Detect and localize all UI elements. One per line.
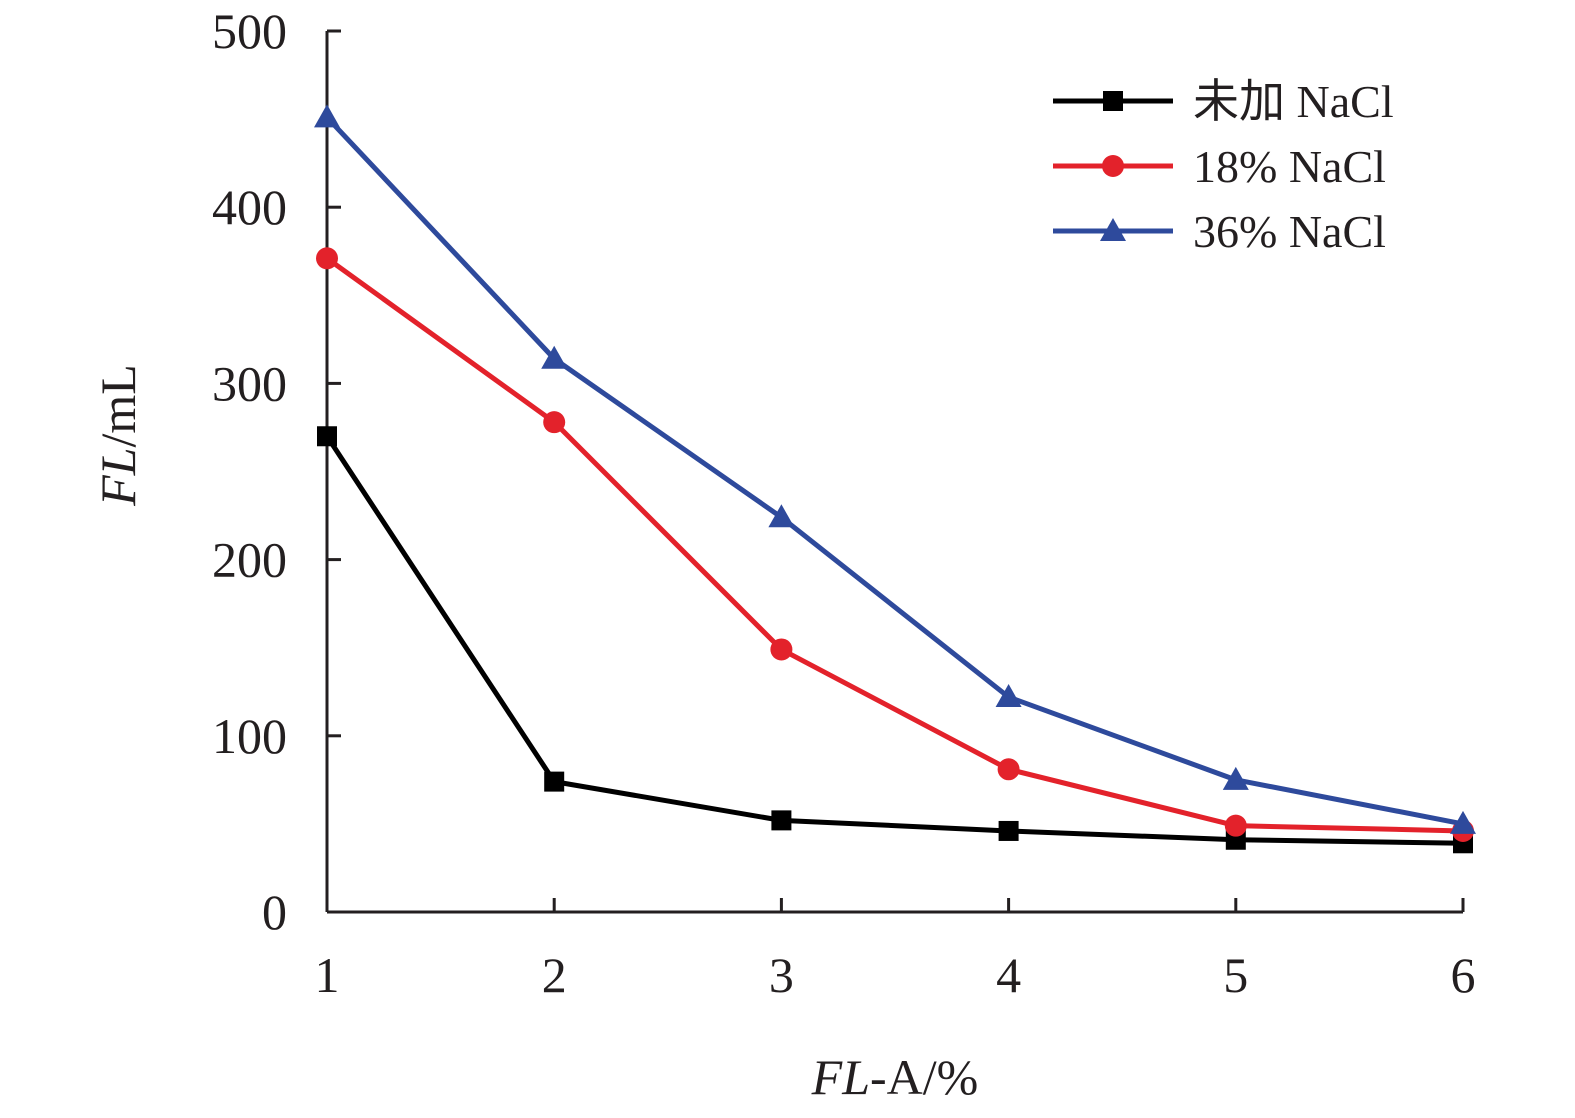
y-axis-title-unit: /mL [90,364,146,447]
data-point [770,638,793,661]
y-tick-label: 300 [212,355,287,411]
axes [325,31,1463,914]
series-line [324,434,1464,846]
legend-marker [1103,91,1123,111]
data-point [316,247,338,270]
data-point [998,820,1019,841]
data-point [768,504,795,528]
data-point [997,758,1020,781]
legend-marker [1100,218,1126,241]
legend-label: 36% NaCl [1193,206,1386,257]
data-point [543,411,566,434]
x-tick-label: 1 [315,947,340,1003]
y-tick-label: 100 [212,708,287,764]
x-tick-label: 5 [1223,947,1248,1003]
series-line [325,256,1464,834]
x-tick-label: 4 [996,947,1021,1003]
series-2 [314,104,1476,834]
legend-label: 18% NaCl [1193,141,1386,192]
series-line [325,115,1464,827]
series-1 [316,247,1474,842]
x-tick-label: 6 [1451,947,1476,1003]
y-axis-title-italic: FL [90,447,146,506]
legend-item: 36% NaCl [1053,206,1386,257]
data-point [1224,814,1247,837]
y-ticks: 0 100 200 300 400 500 [212,3,341,940]
data-point [541,345,568,369]
x-tick-label: 3 [769,947,794,1003]
legend-item: 18% NaCl [1053,141,1386,192]
legend: 未加 NaCl 18% NaCl 36% NaCl [1053,76,1394,257]
data-point [314,104,340,128]
legend-marker [1102,155,1124,177]
data-point [771,810,792,831]
legend-label: 未加 NaCl [1193,76,1394,127]
data-point [995,684,1022,708]
y-tick-label: 500 [212,3,287,59]
data-point [1450,810,1476,834]
series-0 [317,426,1473,854]
x-axis-title: FL-A/% [811,1049,979,1105]
y-tick-label: 200 [212,532,287,588]
x-axis-title-italic: FL [811,1049,870,1105]
x-tick-label: 2 [542,947,567,1003]
y-tick-label: 0 [262,884,287,940]
legend-item: 未加 NaCl [1053,76,1394,127]
data-point [1222,766,1249,790]
y-axis-title: FL/mL [90,364,146,507]
x-axis-title-unit: -A/% [870,1049,978,1105]
x-ticks: 1 2 3 4 5 6 [315,898,1476,1003]
data-point [544,771,565,792]
data-point [317,426,337,447]
series-layer [314,104,1476,854]
y-tick-label: 400 [212,179,287,235]
